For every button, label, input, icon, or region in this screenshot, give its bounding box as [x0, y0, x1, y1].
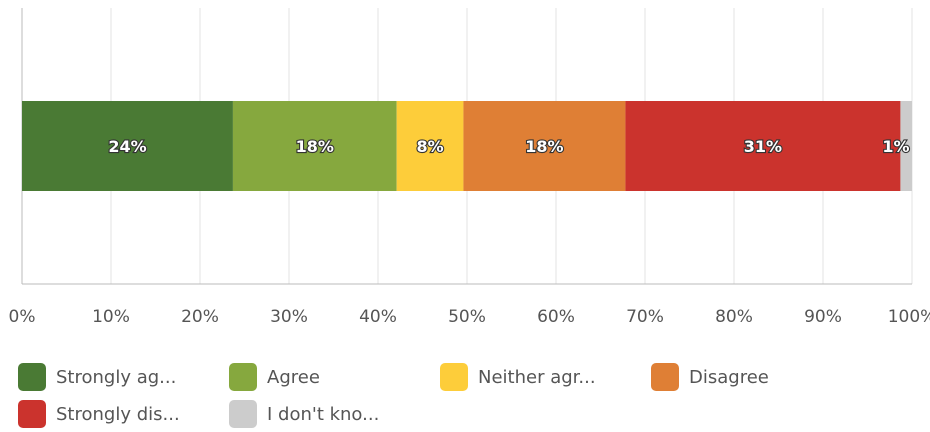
x-tick-label: 70% [626, 307, 664, 327]
x-tick-label: 30% [270, 307, 308, 327]
legend-swatch [229, 400, 257, 428]
data-label: 31% [744, 137, 782, 156]
legend-item[interactable]: Agree [229, 362, 320, 392]
legend-item[interactable]: I don't kno... [229, 399, 379, 429]
legend-label: Neither agr... [478, 366, 596, 388]
data-label: 24% [108, 137, 146, 156]
x-tick-label: 60% [537, 307, 575, 327]
legend-label: Strongly ag... [56, 366, 177, 388]
legend-item[interactable]: Neither agr... [440, 362, 596, 392]
data-labels: 24% 18% 8% 18% 31% 1% [107, 136, 910, 157]
bar-segment[interactable] [22, 101, 233, 191]
stacked-bar-chart: 24% 18% 8% 18% 31% 1% 0% 10% 20% 30% 40% 50% 60% 70%… [9, 8, 930, 327]
x-tick-label: 20% [181, 307, 219, 327]
bar-segments [22, 101, 912, 191]
x-tick-label: 10% [92, 307, 130, 327]
x-tick-label: 90% [804, 307, 842, 327]
legend-swatch [229, 363, 257, 391]
x-tick-label: 0% [9, 307, 36, 327]
bar-segment[interactable] [463, 101, 626, 191]
bar-segment[interactable] [900, 101, 912, 191]
data-label: 1% [882, 137, 909, 156]
legend-label: Agree [267, 366, 320, 388]
legend-item[interactable]: Strongly ag... [18, 362, 176, 392]
data-label: 18% [525, 137, 563, 156]
legend-swatch [651, 363, 679, 391]
legend-label: I don't kno... [267, 403, 380, 425]
bar-segment[interactable] [232, 101, 397, 191]
x-tick-label: 80% [715, 307, 753, 327]
legend-label: Disagree [689, 366, 769, 388]
legend-swatch [18, 400, 46, 428]
legend-item[interactable]: Strongly dis... [18, 399, 180, 429]
x-tick-label: 40% [359, 307, 397, 327]
x-tick-label: 50% [448, 307, 486, 327]
bar-segment[interactable] [625, 101, 901, 191]
legend-label: Strongly dis... [56, 403, 180, 425]
legend-item[interactable]: Disagree [651, 362, 769, 392]
legend-swatch [18, 363, 46, 391]
data-label: 8% [416, 137, 443, 156]
legend-swatch [440, 363, 468, 391]
x-tick-label: 100% [888, 307, 930, 327]
data-label: 18% [296, 137, 334, 156]
x-axis-tick-labels: 0% 10% 20% 30% 40% 50% 60% 70% 80% 90% 100% [9, 307, 930, 327]
bar-segment[interactable] [396, 101, 464, 191]
